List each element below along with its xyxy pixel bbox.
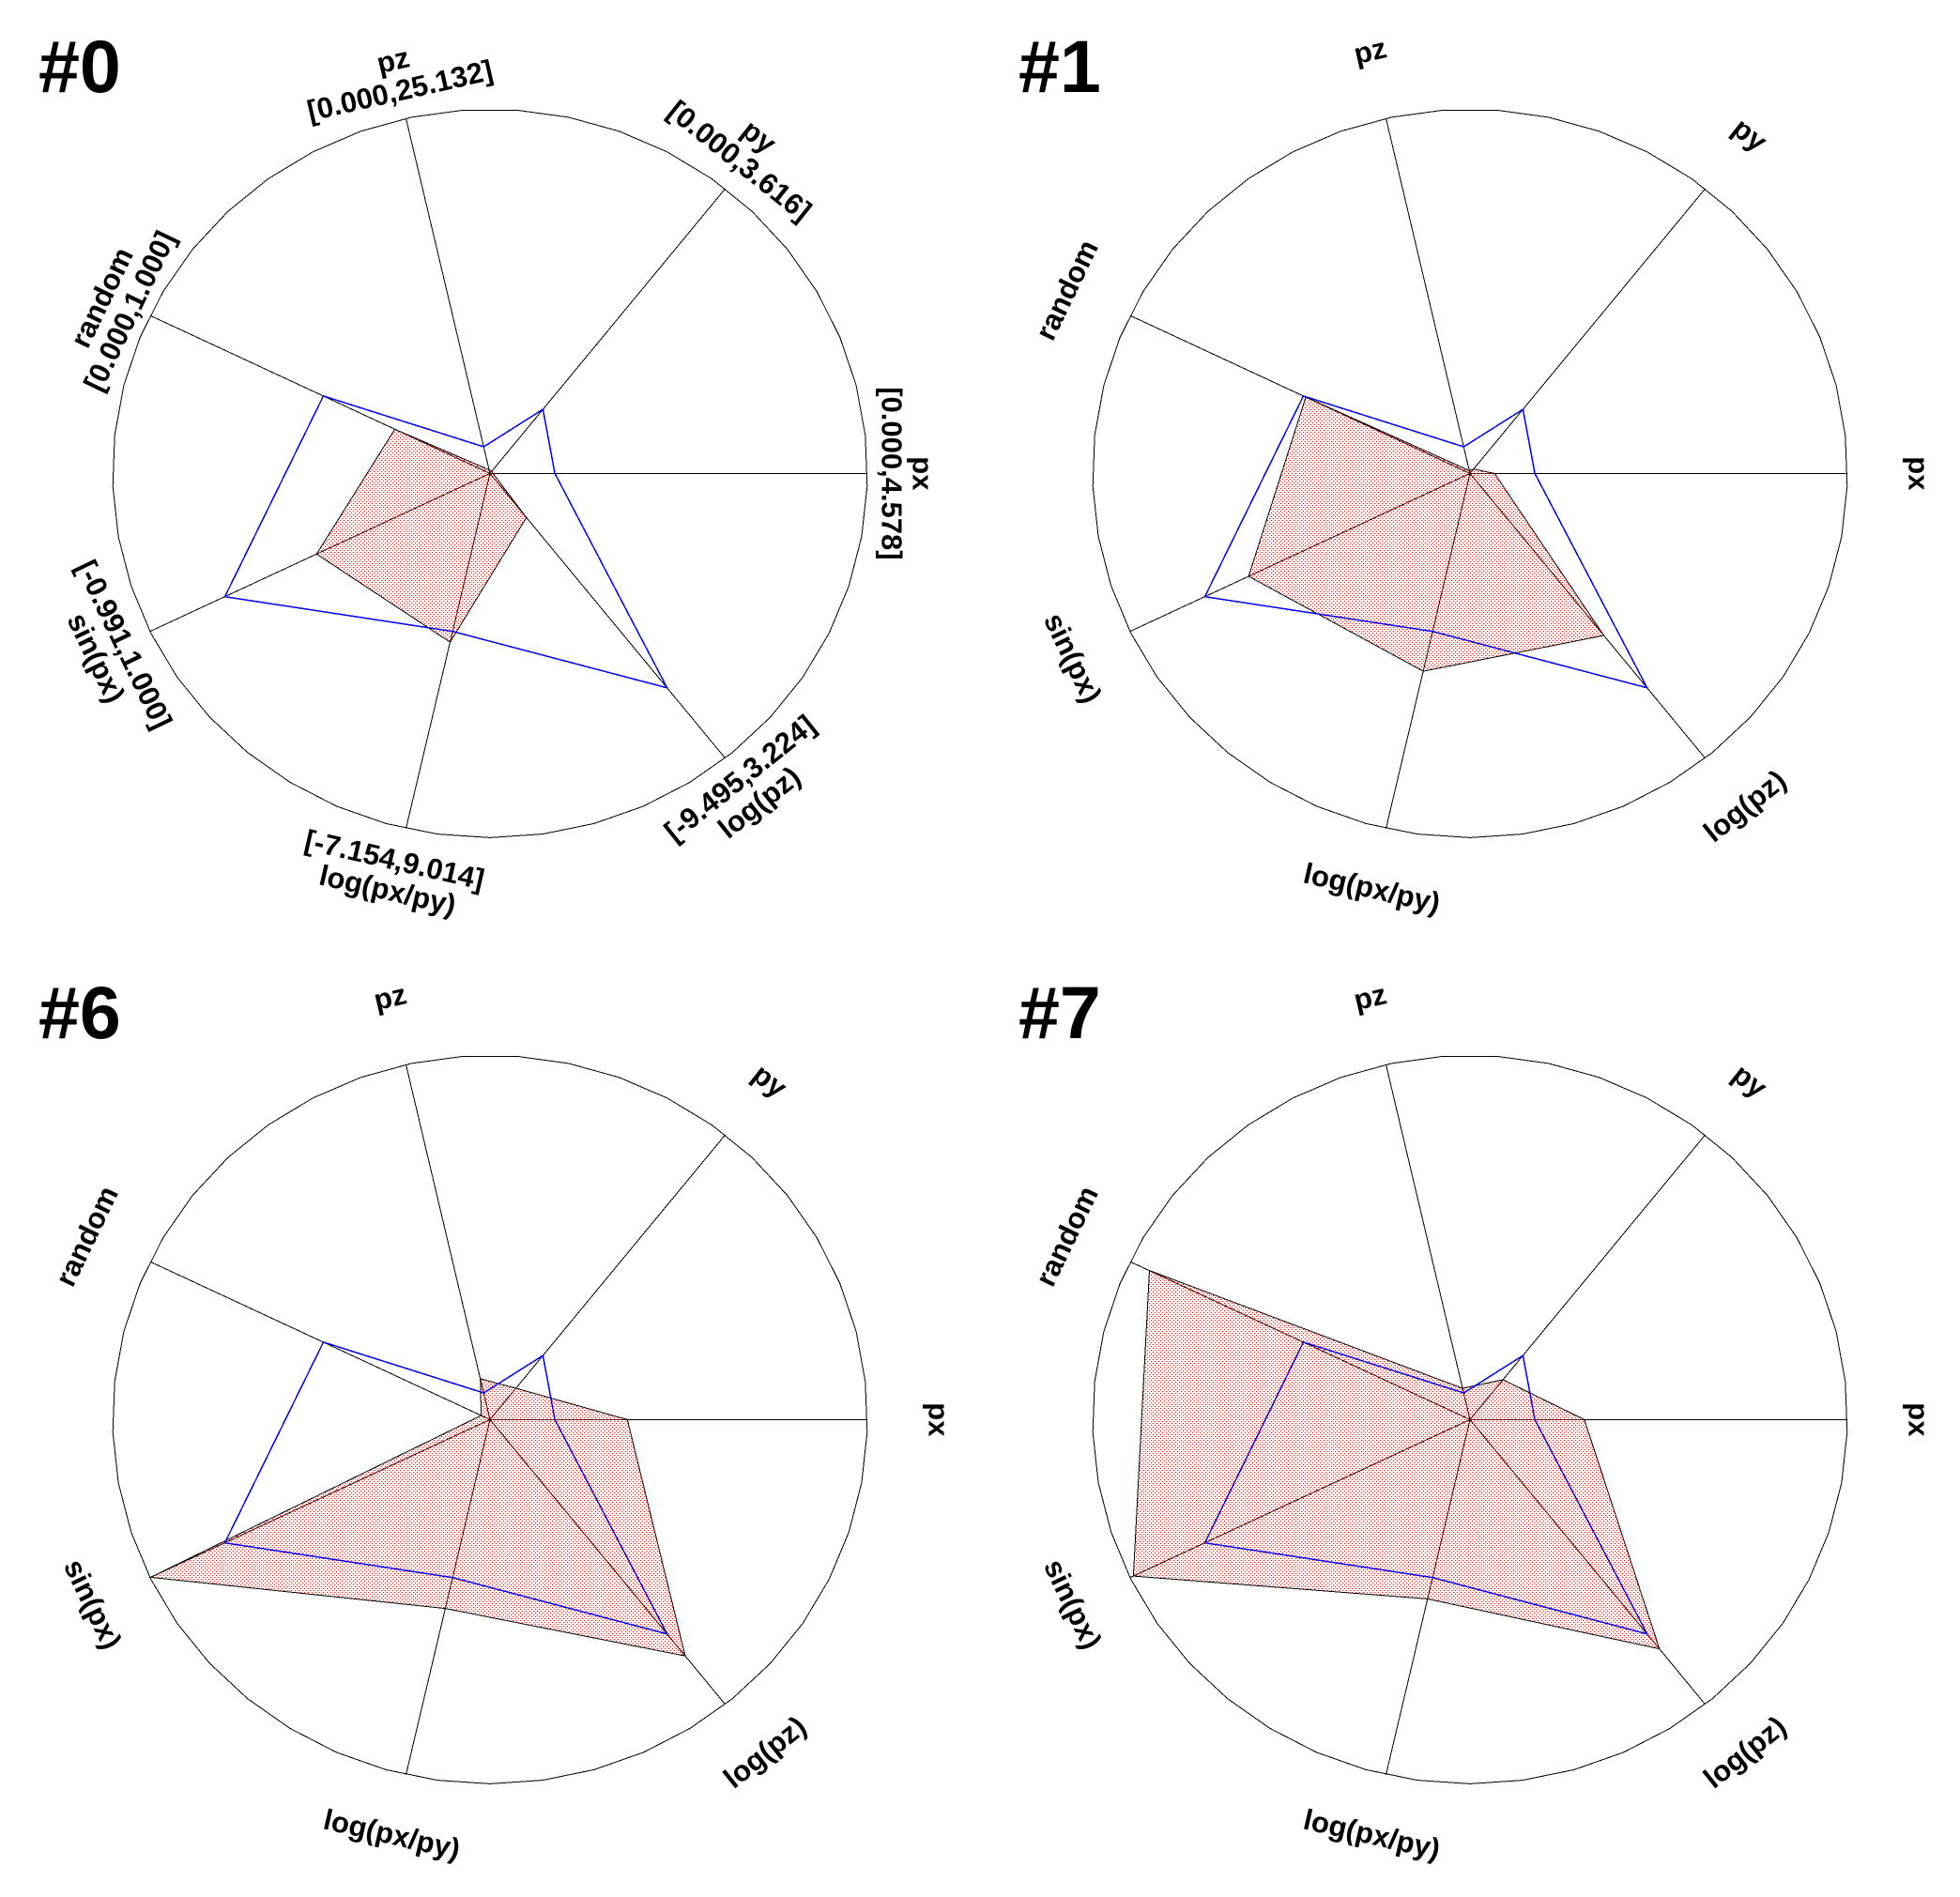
svg-text:pz: pz: [1351, 977, 1389, 1017]
svg-text:#6: #6: [38, 971, 121, 1054]
svg-text:px: px: [923, 1402, 956, 1437]
svg-text:[0.000,4.578]: [0.000,4.578]: [875, 387, 908, 559]
svg-text:pz: pz: [1351, 31, 1389, 70]
svg-text:px: px: [906, 456, 939, 491]
svg-text:#0: #0: [38, 24, 121, 108]
svg-text:px: px: [1903, 1402, 1936, 1437]
svg-text:pz: pz: [374, 40, 412, 80]
svg-text:px: px: [1903, 456, 1936, 491]
svg-text:#1: #1: [1018, 24, 1101, 108]
svg-text:#7: #7: [1018, 971, 1101, 1054]
svg-text:pz: pz: [371, 977, 409, 1017]
